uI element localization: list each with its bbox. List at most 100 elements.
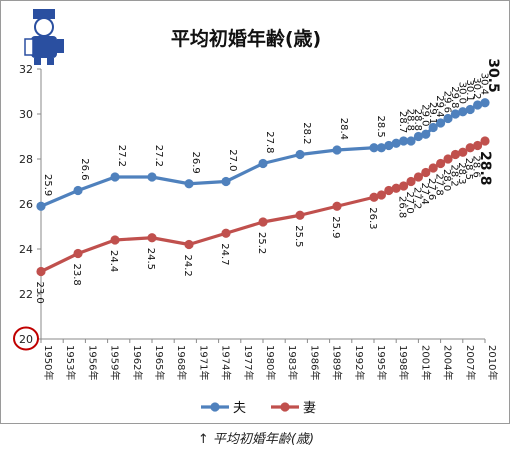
data-label: 26.6 [79, 158, 90, 180]
data-point [399, 136, 409, 146]
x-tick-label: 1971年 [197, 345, 210, 380]
data-label: 28.6 [471, 156, 482, 178]
data-point [110, 235, 120, 245]
mascot-icon [24, 9, 64, 65]
data-point [465, 143, 475, 153]
data-point [428, 163, 438, 173]
marriage-age-chart: 平均初婚年齢(歳) 20 22 24 26 28 30 32 1950年 1953年 1956年 1… [13, 9, 501, 416]
data-point [384, 185, 394, 196]
data-label: 23.0 [34, 282, 45, 304]
data-point [376, 190, 386, 200]
data-point [221, 176, 231, 187]
data-label: 28.7 [397, 111, 408, 133]
data-label: 26.3 [367, 207, 378, 229]
data-label: 30.1 [464, 79, 475, 101]
x-tick-label: 1980年 [264, 345, 277, 380]
data-label: 28.2 [448, 165, 459, 187]
data-label: 28.3 [456, 162, 467, 184]
data-point [428, 122, 438, 133]
data-label: 28.8 [405, 109, 416, 131]
data-point [450, 149, 460, 160]
data-label: 27.6 [426, 178, 437, 200]
data-label: 29.8 [449, 86, 460, 108]
data-label: 25.5 [293, 225, 304, 247]
data-label: 26.9 [190, 151, 201, 173]
x-tick-label: 1950年 [42, 345, 55, 380]
data-label: 24.7 [219, 243, 230, 265]
chart-marks: 25.926.627.2 27.2 26.9 27.027.8 28.2 28.4 28.5… [34, 58, 501, 304]
data-point [421, 167, 431, 178]
data-label: 28.5 [463, 158, 474, 180]
x-tick-label: 2010年 [486, 345, 499, 380]
chart-axes: 20 22 24 26 28 30 32 1950年 1953年 1956年 1959年 1962年 1… [13, 63, 499, 380]
data-label: 25.9 [42, 174, 53, 196]
x-tick-label: 1986年 [308, 345, 321, 380]
x-tick-label: 1953年 [64, 345, 77, 380]
data-point [369, 143, 379, 153]
data-point [258, 217, 268, 227]
data-point [473, 100, 483, 110]
data-point [413, 131, 423, 142]
data-label: 28.0 [441, 169, 452, 191]
data-label: 27.8 [434, 174, 445, 196]
data-label: 25.9 [330, 216, 341, 238]
data-point [436, 158, 446, 169]
data-point [465, 104, 475, 115]
data-label: 27.2 [116, 145, 127, 167]
highlight-circle [13, 326, 39, 351]
y-tick-label: 30 [19, 108, 33, 121]
data-point [473, 140, 483, 151]
data-point [391, 183, 401, 193]
data-point [406, 136, 416, 146]
chart-legend: 夫妻 [201, 401, 316, 416]
x-tick-label: 1992年 [353, 345, 366, 380]
data-point [110, 172, 120, 182]
data-label: 28.8 [412, 109, 423, 131]
data-label: 24.5 [145, 248, 156, 270]
data-label: 27.0 [404, 192, 415, 214]
data-label: 30.0 [456, 82, 467, 104]
data-point [450, 109, 460, 119]
data-label: 28.4 [338, 118, 349, 140]
data-point [184, 239, 194, 250]
data-label: 28.8 [477, 151, 493, 186]
data-label: 27.2 [411, 187, 422, 209]
y-tick-label: 24 [19, 243, 33, 256]
legend-label-2: 妻 [303, 401, 316, 416]
data-label: 23.8 [71, 264, 82, 286]
legend-label-1: 夫 [233, 401, 246, 416]
data-point [480, 98, 490, 108]
data-point [480, 136, 490, 146]
x-tick-label: 1965年 [153, 345, 166, 380]
y-tick-label: 20 [19, 333, 33, 346]
data-label: 25.2 [256, 232, 267, 254]
data-label: 30.5 [485, 58, 501, 93]
data-point [221, 228, 231, 238]
data-point [413, 172, 423, 182]
legend-marker-2 [280, 402, 290, 412]
data-label: 26.8 [397, 196, 408, 218]
data-label: 30.4 [479, 73, 490, 95]
chart-frame: 平均初婚年齢(歳) 20 22 24 26 28 30 32 1950年 1953年 1956年 1… [0, 0, 510, 424]
x-tick-label: 1959年 [109, 345, 122, 380]
data-point [376, 143, 386, 153]
y-tick-label: 22 [19, 288, 33, 301]
data-point [184, 179, 194, 189]
data-point [421, 129, 431, 139]
data-label: 29.0 [419, 104, 430, 126]
chart-caption: ↑ 平均初婚年齢(歳) [197, 432, 315, 447]
x-tick-label: 1998年 [397, 345, 410, 380]
y-tick-label: 26 [19, 198, 33, 211]
data-label: 27.2 [153, 145, 164, 167]
legend-marker-1 [210, 402, 220, 412]
x-tick-label: 1995年 [375, 345, 388, 380]
data-label: 24.4 [108, 250, 119, 272]
data-point [73, 248, 83, 259]
data-label: 29.4 [434, 95, 445, 117]
data-point [369, 192, 379, 202]
data-label: 27.4 [419, 183, 430, 205]
data-label: 27.8 [264, 131, 275, 153]
data-point [258, 158, 268, 169]
data-point [443, 154, 453, 164]
y-tick-label: 32 [19, 63, 33, 76]
